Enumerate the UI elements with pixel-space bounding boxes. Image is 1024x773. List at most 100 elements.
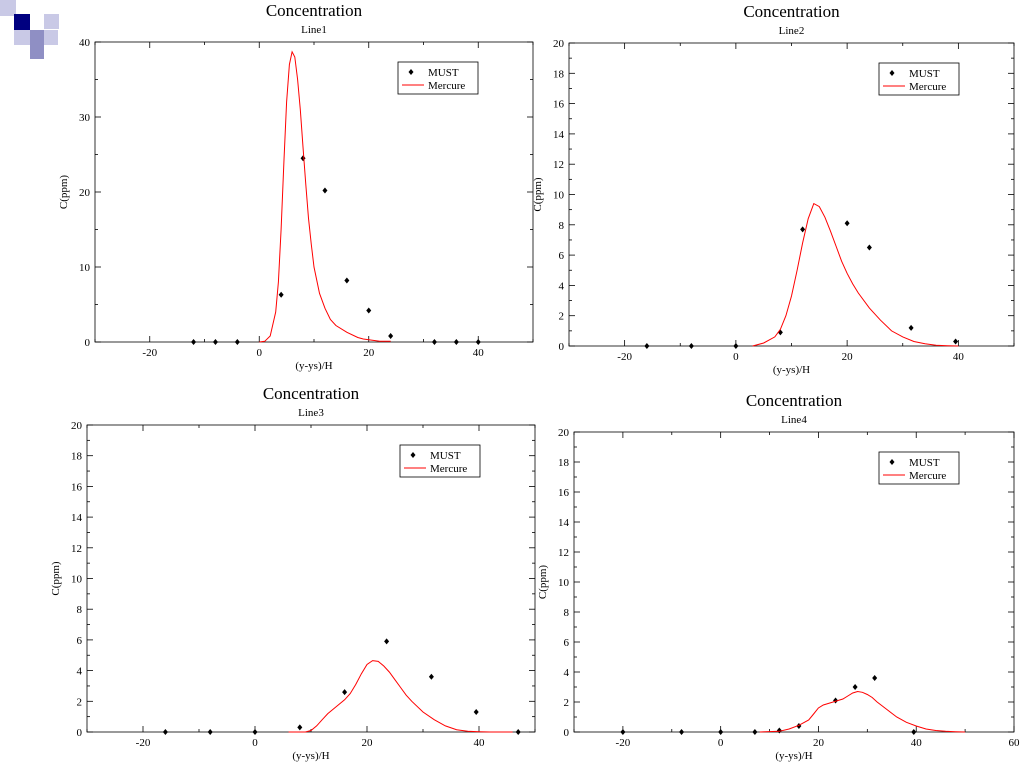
y-tick-label: 18 <box>558 457 570 469</box>
data-point-must <box>796 723 802 729</box>
legend-label-mercure: Mercure <box>428 80 465 92</box>
data-point-must <box>297 724 303 731</box>
data-point-must <box>908 324 914 331</box>
data-point-must <box>384 638 390 645</box>
y-tick-label: 12 <box>553 159 564 171</box>
x-tick-label: 20 <box>842 351 854 363</box>
logo-square-light <box>0 0 16 16</box>
y-tick-label: 6 <box>564 637 570 649</box>
x-tick-label: 40 <box>474 737 486 749</box>
x-tick-label: -20 <box>142 347 157 359</box>
y-tick-label: 20 <box>558 427 570 439</box>
x-tick-label: 20 <box>813 737 825 749</box>
x-tick-label: 0 <box>252 737 258 749</box>
y-tick-label: 0 <box>85 337 91 349</box>
y-tick-label: 12 <box>558 547 569 559</box>
data-point-must <box>453 339 459 345</box>
y-tick-label: 20 <box>71 420 83 432</box>
series-line-mercure <box>759 690 966 733</box>
data-point-must <box>162 729 168 735</box>
y-tick-label: 2 <box>564 697 570 709</box>
y-tick-label: 10 <box>71 574 83 586</box>
y-axis-label: C(ppm) <box>537 565 549 600</box>
series-line-mercure <box>752 202 959 347</box>
x-tick-label: -20 <box>136 737 151 749</box>
data-point-must <box>852 684 858 690</box>
data-point-must <box>207 729 213 735</box>
legend-label-must: MUST <box>909 457 940 469</box>
y-axis-label: C(ppm) <box>58 175 70 210</box>
x-axis-label: (y-ys)/H <box>775 750 812 762</box>
data-point-must <box>344 277 350 284</box>
chart-svg: Concentration Line4 -20 0 20 40 60 0 2 4 6 8 10 12 14 1… <box>537 391 1021 762</box>
y-tick-label: 16 <box>558 487 570 499</box>
y-tick-label: 20 <box>79 187 91 199</box>
chart-panel-line2: Concentration Line2 -20 0 20 40 0 2 4 6 8 10 12 14 16 1… <box>512 0 1024 380</box>
chart-panel-line1: Concentration Line1 -20 0 20 40 0 10 20 30 40 (y-ys… <box>0 0 540 380</box>
y-tick-label: 40 <box>79 37 91 49</box>
logo-square-light <box>14 30 30 45</box>
x-tick-label: 0 <box>733 351 739 363</box>
y-tick-label: 2 <box>559 311 565 323</box>
logo-square-dark <box>14 14 30 30</box>
chart-panel-line3: Concentration Line3 -20 0 20 40 0 2 4 6 8 10 12 14 16 1… <box>0 380 540 768</box>
legend-box <box>878 62 960 96</box>
y-tick-label: 4 <box>564 667 570 679</box>
y-tick-label: 0 <box>564 727 570 739</box>
data-point-must <box>844 220 850 227</box>
y-tick-label: 6 <box>559 250 565 262</box>
x-axis-label: (y-ys)/H <box>292 750 329 762</box>
chart-title: Concentration <box>743 2 840 21</box>
data-point-must <box>620 729 626 735</box>
chart-svg: Concentration Line2 -20 0 20 40 0 2 4 6 8 10 12 14 16 1… <box>532 2 1015 376</box>
x-tick-label: 0 <box>257 347 263 359</box>
chart-subtitle: Line4 <box>781 414 807 426</box>
legend-box <box>878 451 960 485</box>
x-tick-label: 60 <box>1009 737 1021 749</box>
legend-marker-must <box>408 69 414 75</box>
y-axis-label: C(ppm) <box>532 177 544 212</box>
y-tick-label: 14 <box>558 517 570 529</box>
chart-title: Concentration <box>746 391 843 410</box>
data-point-must <box>366 307 372 314</box>
legend-label-mercure: Mercure <box>909 470 946 482</box>
logo-square-light <box>44 30 58 45</box>
chart-svg: Concentration Line3 -20 0 20 40 0 2 4 6 8 10 12 14 16 1… <box>50 384 536 762</box>
y-tick-label: 18 <box>71 451 83 463</box>
y-tick-label: 2 <box>77 696 83 708</box>
x-axis-label: (y-ys)/H <box>295 360 332 372</box>
x-tick-label: 40 <box>473 347 485 359</box>
data-point-must <box>252 729 258 735</box>
data-point-must <box>679 729 685 735</box>
data-point-must <box>322 187 328 194</box>
chart-title: Concentration <box>263 384 360 403</box>
data-point-must <box>278 291 284 298</box>
legend-label-must: MUST <box>909 68 940 80</box>
chart-panel-line4: Concentration Line4 -20 0 20 40 60 0 2 4 6 8 10 12 14 1… <box>512 388 1024 768</box>
series-line-mercure <box>288 660 513 733</box>
legend-label-mercure: Mercure <box>909 81 946 93</box>
data-point-must <box>872 675 878 681</box>
data-point-must <box>718 729 724 735</box>
y-tick-label: 30 <box>79 112 91 124</box>
x-tick-label: 20 <box>363 347 375 359</box>
x-tick-label: 0 <box>718 737 724 749</box>
y-tick-label: 10 <box>79 262 91 274</box>
legend-box <box>397 61 479 95</box>
chart-subtitle: Line3 <box>298 407 324 419</box>
data-point-must <box>515 729 521 735</box>
legend-box <box>399 444 481 478</box>
data-point-must <box>953 338 959 345</box>
y-axis-label: C(ppm) <box>50 561 62 596</box>
data-point-must <box>234 339 240 345</box>
legend-marker-must <box>889 459 895 465</box>
logo-square-mid <box>30 30 44 45</box>
y-tick-label: 0 <box>77 727 83 739</box>
data-point-must <box>473 709 479 716</box>
y-tick-label: 4 <box>77 666 83 678</box>
data-point-must <box>776 727 782 734</box>
